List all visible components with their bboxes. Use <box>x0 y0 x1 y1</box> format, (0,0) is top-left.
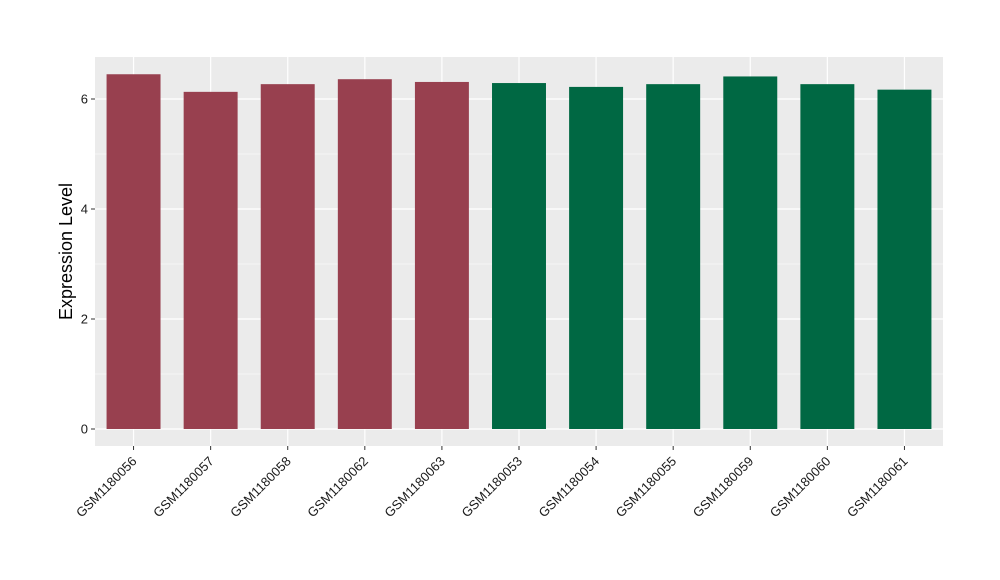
bar-gsm1180057 <box>183 91 238 429</box>
y-axis-title: Expression Level <box>56 183 76 320</box>
y-tick-label: 2 <box>81 312 88 327</box>
x-tick-label: GSM1180059 <box>690 454 757 521</box>
x-tick-label: GSM1180062 <box>304 454 371 521</box>
x-tick-label: GSM1180054 <box>536 454 603 521</box>
x-axis: GSM1180056 GSM1180057 GSM1180058 GSM1180062… <box>73 446 911 520</box>
bar-gsm1180056 <box>106 74 161 429</box>
bar-gsm1180060 <box>800 84 855 430</box>
y-tick-label: 4 <box>81 202 88 217</box>
bar-gsm1180053 <box>492 83 546 430</box>
y-tick-label: 6 <box>81 92 88 107</box>
bars <box>106 74 932 430</box>
y-tick-label: 0 <box>81 422 88 437</box>
bar-gsm1180059 <box>723 76 778 429</box>
bar-gsm1180058 <box>260 84 315 430</box>
bar-gsm1180054 <box>569 86 624 430</box>
x-tick-label: GSM1180058 <box>227 454 294 521</box>
x-tick-label: GSM1180056 <box>73 454 140 521</box>
x-tick-label: GSM1180055 <box>613 454 680 521</box>
bar-gsm1180063 <box>414 81 469 429</box>
x-tick-label: GSM1180060 <box>767 454 834 521</box>
x-tick-label: GSM1180057 <box>150 454 217 521</box>
bar-gsm1180055 <box>646 84 701 430</box>
y-axis: 0 2 4 6 <box>81 92 95 437</box>
x-tick-label: GSM1180061 <box>844 454 911 521</box>
x-tick-label: GSM1180063 <box>381 454 448 521</box>
bar-gsm1180061 <box>877 89 932 430</box>
bar-gsm1180062 <box>337 79 392 429</box>
x-tick-label: GSM1180053 <box>458 454 525 521</box>
